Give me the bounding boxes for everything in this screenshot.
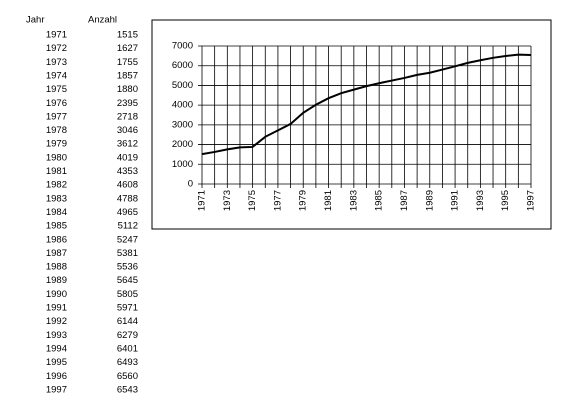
table-cell-count: 3046 [117,125,138,136]
table-cell-count: 6493 [117,357,138,368]
table-cell-count: 3612 [117,139,138,150]
x-tick-label: 1987 [399,190,410,211]
x-tick-label: 1995 [500,190,511,211]
table-cell-count: 5247 [117,234,138,245]
x-tick-label: 1985 [374,190,385,211]
y-tick-label: 3000 [172,119,193,130]
table-cell-count: 1755 [117,57,138,68]
y-tick-label: 2000 [172,139,193,150]
table-cell-year: 1979 [46,139,67,150]
table-header: Jahr [26,15,44,26]
table-cell-year: 1971 [46,30,67,41]
table-cell-count: 1515 [117,30,138,41]
x-tick-label: 1977 [272,190,283,211]
table-cell-year: 1992 [46,316,67,327]
table-cell-count: 6144 [117,316,138,327]
x-tick-label: 1993 [475,190,486,211]
y-tick-label: 0 [188,179,193,190]
table-cell-count: 5536 [117,262,138,273]
table-cell-year: 1980 [46,152,67,163]
table-cell-count: 2395 [117,98,138,109]
table-cell-year: 1986 [46,234,67,245]
table-cell-count: 5112 [118,221,138,232]
x-tick-label: 1975 [247,190,258,211]
table-cell-year: 1994 [46,343,67,354]
x-tick-label: 1991 [450,190,461,211]
y-tick-label: 7000 [172,41,193,52]
table-cell-count: 5971 [117,303,138,314]
table-cell-year: 1981 [46,166,67,177]
table-cell-year: 1987 [46,248,67,259]
x-tick-label: 1983 [348,190,359,211]
table-cell-count: 4965 [117,207,138,218]
table-cell-count: 6401 [117,343,138,354]
y-tick-label: 1000 [172,159,193,170]
table-cell-year: 1988 [46,262,67,273]
table-cell-year: 1978 [46,125,67,136]
x-tick-label: 1979 [298,190,309,211]
table-cell-count: 6543 [117,384,138,395]
table-cell-count: 2718 [117,111,138,122]
x-tick-label: 1997 [526,190,537,211]
y-tick-label: 6000 [172,60,193,71]
table-cell-count: 1627 [117,43,138,54]
table-cell-year: 1983 [46,193,67,204]
table-cell-count: 4608 [117,180,138,191]
x-tick-label: 1989 [424,190,435,211]
table-cell-count: 6560 [117,371,138,382]
table-cell-count: 1880 [117,84,138,95]
table-cell-count: 1857 [117,70,138,81]
table-cell-year: 1997 [46,384,67,395]
x-tick-label: 1973 [222,190,233,211]
table-cell-year: 1989 [46,275,67,286]
table-cell-count: 6279 [117,330,138,341]
table-cell-count: 5381 [117,248,138,259]
table-cell-year: 1993 [46,330,67,341]
table-cell-count: 4019 [117,152,138,163]
data-line [201,53,532,156]
table-cell-count: 5805 [117,289,138,300]
table-cell-year: 1985 [46,221,67,232]
table-cell-year: 1990 [46,289,67,300]
table-cell-year: 1977 [46,111,67,122]
table-cell-year: 1982 [46,180,67,191]
table-cell-count: 4353 [117,166,138,177]
table-cell-count: 5645 [117,275,138,286]
table-cell-year: 1973 [46,57,67,68]
table-cell-year: 1984 [46,207,67,218]
table-cell-year: 1995 [46,357,67,368]
y-tick-label: 4000 [172,100,193,111]
table-cell-year: 1975 [46,84,67,95]
table-header: Anzahl [88,15,117,26]
table-cell-year: 1974 [46,70,67,81]
x-tick-label: 1971 [197,190,208,211]
table-cell-year: 1996 [46,371,67,382]
table-cell-count: 4788 [117,193,138,204]
table-cell-year: 1976 [46,98,67,109]
table-cell-year: 1972 [46,43,67,54]
y-tick-label: 5000 [172,80,193,91]
x-tick-label: 1981 [323,190,334,211]
table-cell-year: 1991 [46,303,67,314]
